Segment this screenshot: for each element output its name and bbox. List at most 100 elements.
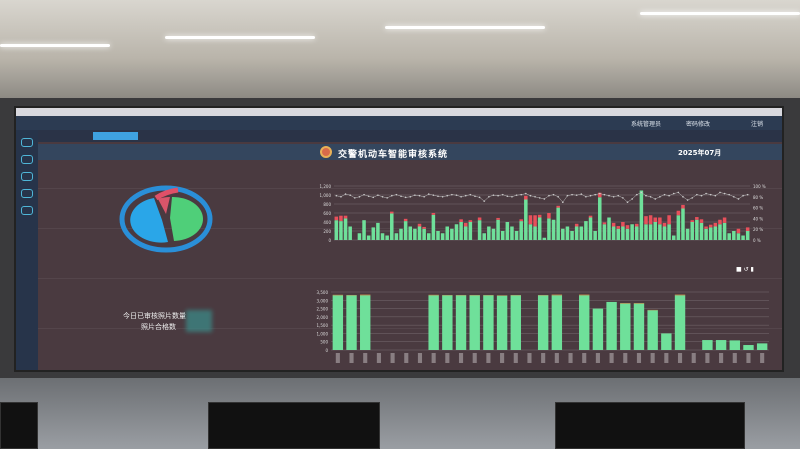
- bar-fail: [658, 217, 662, 225]
- x-tick-label: [691, 353, 696, 363]
- bar-pass: [524, 199, 528, 240]
- pass-rate-point: [390, 194, 393, 197]
- pass-rate-point: [344, 193, 347, 195]
- change-password-link[interactable]: 密码修改: [686, 121, 711, 128]
- bar-pass: [537, 217, 542, 240]
- pass-rate-point: [562, 201, 564, 203]
- bar-pass: [690, 222, 694, 240]
- pass-rate-point: [520, 193, 522, 196]
- pass-rate-point: [469, 193, 472, 196]
- x-tick-label: [486, 353, 491, 363]
- bar-fail: [537, 214, 542, 218]
- pass-rate-point: [728, 193, 730, 196]
- pass-rate-point: [585, 196, 587, 198]
- y2-tick-label: 60 %: [753, 206, 763, 211]
- y2-tick-label: 40 %: [753, 216, 763, 221]
- admin-menu[interactable]: 系统管理员: [631, 121, 662, 128]
- bar-pass: [708, 227, 713, 240]
- bar-pass: [695, 219, 699, 240]
- pass-rate-point: [534, 196, 536, 198]
- bar-fail: [745, 227, 750, 231]
- save-image-icon[interactable]: ■: [736, 266, 742, 273]
- bar-fail: [588, 215, 593, 218]
- bar-pass: [662, 226, 667, 240]
- bar-pass: [542, 237, 547, 240]
- x-tick-label: [445, 353, 450, 363]
- bar-pass: [736, 233, 741, 240]
- pass-rate-point: [714, 194, 717, 197]
- pass-rate-point: [400, 195, 402, 198]
- tab-active[interactable]: [93, 132, 138, 140]
- pass-rate-point: [446, 194, 449, 197]
- bar-pass: [727, 233, 731, 240]
- pass-rate-point: [663, 193, 666, 196]
- bar-pass: [630, 224, 634, 240]
- pass-rate-point: [635, 193, 638, 196]
- bar-pass: [533, 226, 537, 240]
- id-card-icon[interactable]: [21, 189, 33, 198]
- x-tick-label: [677, 353, 683, 363]
- pie-slice-red: [158, 197, 170, 214]
- department-review-chart: 0 500 1,000 1,500 2,000 2,500 3,000 3,500: [317, 290, 769, 363]
- bar-fail: [459, 219, 463, 222]
- pass-rate-point: [631, 198, 633, 200]
- settings-icon[interactable]: [21, 155, 33, 164]
- y2-tick-label: 20 %: [753, 227, 763, 232]
- bar-pass: [633, 303, 645, 350]
- bar-pass: [408, 226, 413, 240]
- bar-pass: [496, 295, 508, 350]
- x-tick-label: [664, 353, 669, 363]
- pass-rate-point: [538, 197, 541, 199]
- bar-fail: [648, 215, 653, 225]
- bar-pass: [487, 226, 491, 240]
- pie-ring: [119, 185, 213, 253]
- police-emblem-icon: [320, 146, 332, 158]
- bar-pass: [537, 295, 549, 350]
- bar-pass: [428, 295, 439, 350]
- y-tick-label: 0: [325, 348, 328, 353]
- pass-rate-point: [418, 194, 421, 197]
- bar-pass: [510, 295, 521, 350]
- pass-rate-point: [464, 194, 467, 197]
- pass-rate-point: [363, 193, 365, 196]
- refresh-icon[interactable]: ↺: [743, 266, 749, 273]
- pass-rate-point: [622, 197, 624, 199]
- bar-pass: [514, 231, 519, 240]
- bar-pass: [602, 224, 607, 240]
- ceiling-light: [640, 12, 800, 15]
- shield-icon[interactable]: [21, 206, 33, 215]
- eye-icon[interactable]: [21, 172, 33, 181]
- pass-rate-pie: [119, 185, 213, 253]
- logout-link[interactable]: 注销: [751, 121, 764, 128]
- pass-rate-point: [423, 196, 425, 198]
- bar-chart-icon[interactable]: ▮: [750, 266, 754, 273]
- y-tick-label: 0: [328, 238, 331, 243]
- pass-rate-point: [709, 193, 712, 196]
- bar-fail: [574, 223, 579, 227]
- x-tick-label: [746, 353, 751, 363]
- bar-fail: [602, 222, 607, 225]
- dashboard-screen: 系统管理员 密码修改 注销 交警机动车智能审核系统 2025年07月 今日已审核…: [14, 106, 784, 372]
- y2-tick-label: 80 %: [753, 195, 763, 200]
- bar-fail: [496, 217, 500, 220]
- vehicle-icon[interactable]: [21, 138, 33, 147]
- bar-pass: [431, 214, 436, 240]
- pass-rate-point: [649, 196, 652, 198]
- tab[interactable]: [143, 132, 188, 140]
- pass-rate-point: [525, 192, 527, 195]
- bar-pass: [653, 222, 658, 240]
- y2-tick-label: 0 %: [753, 238, 761, 243]
- pass-rate-point: [626, 201, 629, 203]
- bar-pass: [348, 226, 352, 240]
- bar-pass: [647, 310, 658, 350]
- pass-rate-point: [460, 196, 462, 198]
- bar-fail: [713, 222, 718, 227]
- bar-fail: [519, 219, 523, 222]
- bar-pass: [718, 224, 722, 240]
- pass-rate-point: [358, 196, 361, 198]
- bar-pass: [625, 228, 630, 240]
- pie-slice-green: [170, 196, 204, 241]
- pass-rate-point: [501, 193, 504, 196]
- pass-rate-point: [437, 195, 439, 198]
- pass-rate-point: [427, 193, 430, 195]
